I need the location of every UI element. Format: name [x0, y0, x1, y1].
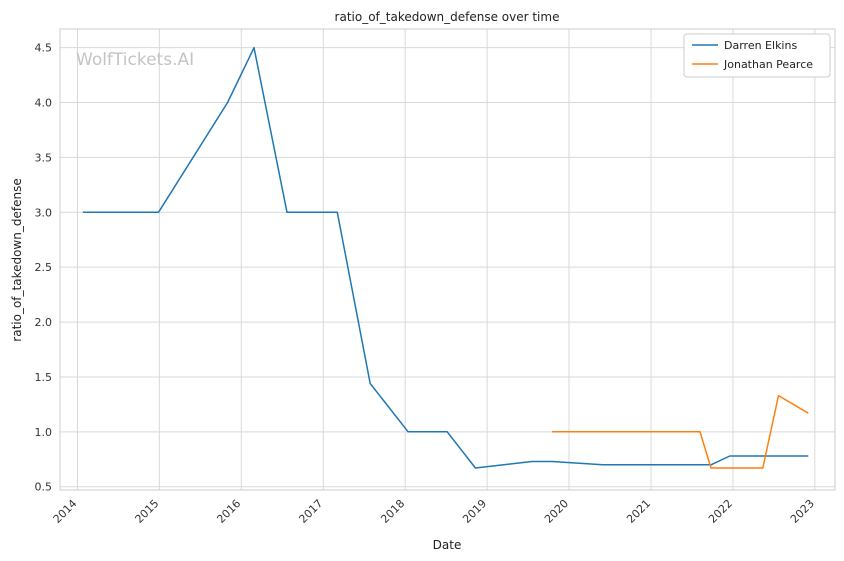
vertical-gridlines [76, 29, 816, 490]
x-tick-label: 2015 [133, 497, 162, 526]
legend-box [683, 33, 831, 78]
y-tick-label: 3.0 [35, 206, 53, 219]
series-lines [82, 46, 809, 469]
x-axis-title: Date [433, 538, 462, 552]
x-tick-label: 2023 [788, 497, 817, 526]
y-tick-label: 1.0 [35, 426, 53, 439]
y-tick-label: 1.5 [35, 371, 53, 384]
y-tick-label: 3.5 [35, 151, 53, 164]
plot-frame [59, 28, 836, 491]
x-tick-label: 2016 [214, 497, 243, 526]
watermark-text: WolfTickets.AI [76, 50, 194, 70]
y-tick-labels: 0.5 1.0 1.5 2.0 2.5 3.0 3.5 4.0 4.5 [35, 42, 53, 494]
x-tick-label: 2020 [542, 497, 571, 526]
y-tick-label: 4.0 [35, 97, 53, 110]
horizontal-gridlines [60, 47, 835, 488]
x-tick-label: 2017 [296, 497, 325, 526]
y-axis-title: ratio_of_takedown_defense [10, 178, 24, 341]
x-tick-label: 2014 [51, 497, 80, 526]
plot-area [60, 29, 835, 490]
chart-title: ratio_of_takedown_defense over time [335, 10, 560, 24]
series-line-jonathan-pearce [552, 394, 809, 469]
x-tick-label: 2022 [706, 497, 735, 526]
series-line-darren-elkins [82, 46, 809, 469]
legend: Darren Elkins Jonathan Pearce [683, 33, 831, 78]
x-tick-label: 2019 [460, 497, 489, 526]
x-tick-labels: 2014 2015 2016 2017 2018 2019 2020 2021 2022 2023 [51, 497, 817, 526]
y-tick-label: 2.5 [35, 261, 53, 274]
legend-label-jonathan-pearce: Jonathan Pearce [723, 58, 813, 71]
y-tick-label: 4.5 [35, 42, 53, 55]
y-tick-label: 0.5 [35, 481, 53, 494]
y-tick-label: 2.0 [35, 316, 53, 329]
x-tick-label: 2021 [624, 497, 653, 526]
legend-label-darren-elkins: Darren Elkins [724, 39, 797, 52]
x-tick-label: 2018 [378, 497, 407, 526]
